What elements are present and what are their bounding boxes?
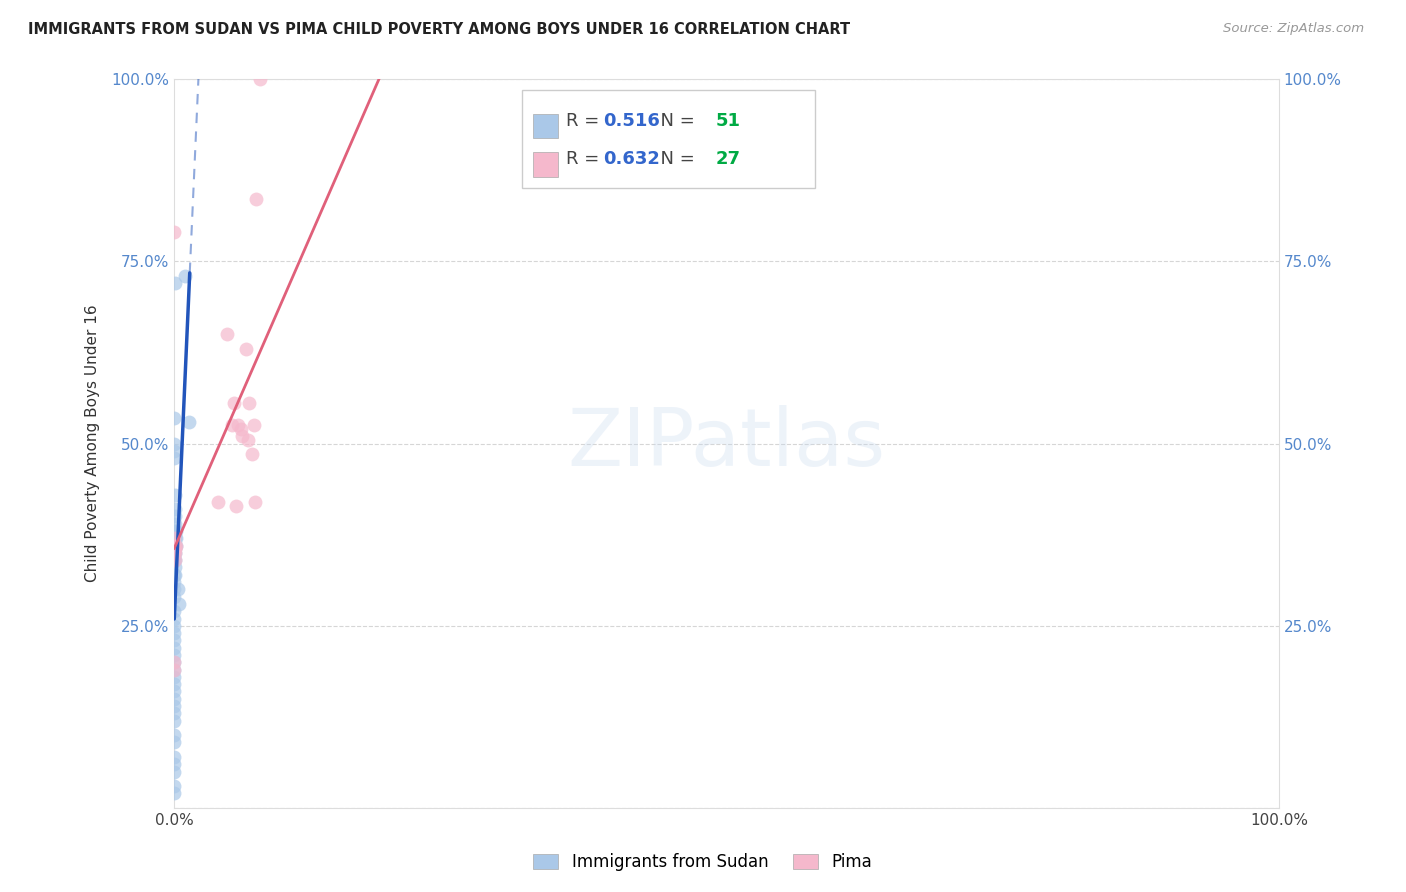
- Point: [245, 192, 267, 206]
- Point: [163, 582, 186, 597]
- Text: R =: R =: [567, 112, 606, 129]
- Point: [163, 706, 186, 721]
- Text: 51: 51: [716, 112, 741, 129]
- Point: [165, 553, 187, 567]
- Point: [163, 225, 186, 239]
- Point: [163, 443, 186, 458]
- Point: [177, 415, 200, 429]
- Point: [207, 495, 229, 509]
- Point: [229, 422, 252, 436]
- Point: [165, 539, 187, 553]
- Point: [167, 597, 190, 611]
- Text: R =: R =: [567, 150, 606, 169]
- Point: [165, 546, 187, 560]
- Point: [163, 714, 186, 728]
- Point: [163, 611, 186, 625]
- Point: [238, 433, 260, 447]
- Point: [165, 546, 187, 560]
- Point: [166, 582, 188, 597]
- Point: [163, 684, 186, 698]
- Point: [174, 268, 197, 283]
- Point: [163, 691, 186, 706]
- Point: [163, 633, 186, 648]
- Point: [238, 396, 260, 410]
- Legend: Immigrants from Sudan, Pima: Immigrants from Sudan, Pima: [526, 845, 880, 880]
- Point: [163, 663, 186, 677]
- Point: [163, 779, 186, 793]
- Point: [165, 502, 187, 516]
- Point: [163, 590, 186, 604]
- Point: [240, 447, 263, 461]
- Text: 0.632: 0.632: [603, 150, 659, 169]
- Point: [163, 648, 186, 662]
- Point: [225, 499, 247, 513]
- Point: [166, 539, 188, 553]
- Y-axis label: Child Poverty Among Boys Under 16: Child Poverty Among Boys Under 16: [86, 305, 100, 582]
- Point: [217, 327, 239, 342]
- Point: [165, 509, 187, 524]
- Point: [163, 764, 186, 779]
- Point: [163, 539, 186, 553]
- Point: [163, 604, 186, 618]
- Point: [163, 531, 186, 545]
- Text: N =: N =: [650, 112, 700, 129]
- Text: Source: ZipAtlas.com: Source: ZipAtlas.com: [1223, 22, 1364, 36]
- Point: [163, 626, 186, 640]
- Point: [163, 750, 186, 764]
- Point: [163, 640, 186, 655]
- Point: [165, 542, 187, 557]
- Point: [165, 567, 187, 582]
- Point: [231, 429, 253, 443]
- Point: [163, 787, 186, 801]
- Text: 0.516: 0.516: [603, 112, 659, 129]
- Point: [166, 524, 188, 538]
- Text: IMMIGRANTS FROM SUDAN VS PIMA CHILD POVERTY AMONG BOYS UNDER 16 CORRELATION CHAR: IMMIGRANTS FROM SUDAN VS PIMA CHILD POVE…: [28, 22, 851, 37]
- Point: [228, 418, 250, 433]
- Point: [163, 663, 186, 677]
- Point: [163, 728, 186, 742]
- Point: [163, 677, 186, 691]
- Point: [163, 567, 186, 582]
- Point: [163, 670, 186, 684]
- Point: [163, 575, 186, 590]
- Point: [163, 619, 186, 633]
- FancyBboxPatch shape: [533, 113, 558, 138]
- Point: [165, 516, 187, 531]
- Point: [163, 698, 186, 713]
- Point: [163, 655, 186, 669]
- Point: [235, 342, 257, 356]
- Point: [165, 539, 187, 553]
- FancyBboxPatch shape: [522, 90, 815, 188]
- Point: [165, 531, 187, 545]
- Text: ZIPatlas: ZIPatlas: [568, 405, 886, 483]
- Point: [163, 735, 186, 749]
- Point: [163, 757, 186, 772]
- Point: [222, 396, 245, 410]
- Point: [163, 546, 186, 560]
- Text: N =: N =: [650, 150, 700, 169]
- Point: [249, 72, 271, 87]
- Point: [165, 276, 187, 290]
- Point: [165, 524, 187, 538]
- Point: [163, 411, 186, 425]
- Point: [166, 539, 188, 553]
- Point: [243, 418, 266, 433]
- Point: [163, 436, 186, 450]
- Point: [243, 495, 266, 509]
- Point: [221, 418, 243, 433]
- Point: [165, 487, 187, 501]
- Point: [163, 451, 186, 466]
- Text: 27: 27: [716, 150, 741, 169]
- Point: [165, 553, 187, 567]
- FancyBboxPatch shape: [533, 153, 558, 177]
- Point: [166, 531, 188, 545]
- Point: [163, 553, 186, 567]
- Point: [165, 560, 187, 574]
- Point: [163, 655, 186, 669]
